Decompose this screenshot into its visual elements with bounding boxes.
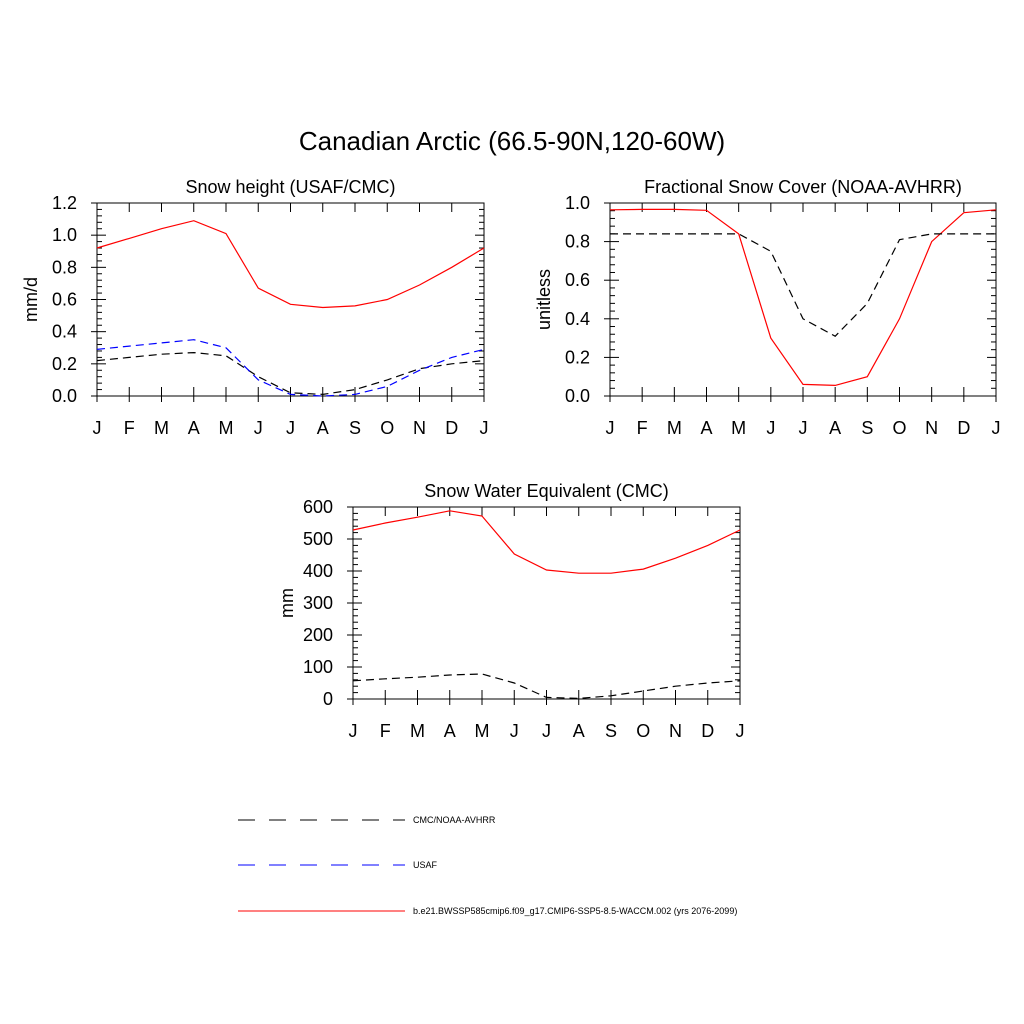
legend-label-usaf: USAF — [413, 860, 438, 870]
y-tick-label: 0.8 — [565, 232, 590, 252]
series-line-model — [609, 208, 997, 387]
y-tick-label: 1.2 — [52, 193, 77, 213]
series-line-model — [352, 510, 741, 574]
y-tick-label: 0.4 — [565, 309, 590, 329]
x-tick-label: S — [605, 721, 617, 741]
series-line-cmc — [610, 233, 996, 337]
x-tick-label: J — [254, 418, 263, 438]
y-tick-label: 0.0 — [565, 386, 590, 406]
y-tick-label: 0.2 — [565, 347, 590, 367]
y-tick-label: 0.0 — [52, 386, 77, 406]
series-line-usaf — [96, 339, 485, 397]
x-tick-label: M — [154, 418, 169, 438]
x-tick-label: N — [669, 721, 682, 741]
y-tick-label: 300 — [303, 593, 333, 613]
figure-title: Canadian Arctic (66.5-90N,120-60W) — [299, 126, 725, 156]
x-tick-label: F — [637, 418, 648, 438]
x-tick-label: J — [736, 721, 745, 741]
legend: CMC/NOAA-AVHRR USAF b.e21.BWSSP585cmip6.f0… — [238, 815, 737, 916]
y-axis-label: unitless — [534, 269, 554, 330]
panel-title: Snow Water Equivalent (CMC) — [424, 481, 668, 501]
x-tick-label: D — [701, 721, 714, 741]
x-tick-label: N — [925, 418, 938, 438]
x-tick-label: J — [606, 418, 615, 438]
legend-label-model: b.e21.BWSSP585cmip6.f09_g17.CMIP6-SSP5-8… — [413, 906, 737, 916]
x-tick-label: S — [349, 418, 361, 438]
x-tick-label: A — [700, 418, 712, 438]
x-tick-label: J — [766, 418, 775, 438]
y-axis-label: mm — [277, 588, 297, 618]
x-tick-label: D — [957, 418, 970, 438]
plot-frame — [609, 202, 997, 397]
x-tick-label: A — [573, 721, 585, 741]
x-tick-label: A — [829, 418, 841, 438]
y-tick-label: 0.6 — [565, 270, 590, 290]
y-tick-label: 0 — [323, 689, 333, 709]
x-tick-label: M — [475, 721, 490, 741]
y-tick-label: 0.2 — [52, 354, 77, 374]
x-tick-label: O — [892, 418, 906, 438]
x-tick-label: J — [992, 418, 1001, 438]
x-tick-label: S — [861, 418, 873, 438]
chart-panel-2: J F M A M J J A S O N D J0.00.20.40.60.81.0Fractiona… — [534, 177, 1001, 438]
y-tick-label: 0.4 — [52, 322, 77, 342]
x-tick-label: J — [542, 721, 551, 741]
y-tick-label: 200 — [303, 625, 333, 645]
x-tick-label: F — [124, 418, 135, 438]
x-tick-label: M — [410, 721, 425, 741]
panel-title: Snow height (USAF/CMC) — [185, 177, 395, 197]
y-tick-label: 0.6 — [52, 290, 77, 310]
y-tick-label: 1.0 — [52, 225, 77, 245]
x-tick-label: M — [219, 418, 234, 438]
x-tick-label: M — [731, 418, 746, 438]
y-tick-label: 100 — [303, 657, 333, 677]
plot-frame — [96, 202, 485, 397]
x-tick-label: J — [93, 418, 102, 438]
x-tick-label: J — [510, 721, 519, 741]
x-tick-label: J — [349, 721, 358, 741]
x-tick-label: M — [667, 418, 682, 438]
x-tick-label: A — [444, 721, 456, 741]
x-tick-label: O — [380, 418, 394, 438]
x-tick-label: D — [445, 418, 458, 438]
panel-title: Fractional Snow Cover (NOAA-AVHRR) — [644, 177, 962, 197]
series-line-cmc — [352, 673, 741, 700]
plot-frame — [352, 506, 741, 700]
y-axis-label: mm/d — [21, 277, 41, 322]
legend-label-cmc: CMC/NOAA-AVHRR — [413, 815, 496, 825]
x-tick-label: O — [636, 721, 650, 741]
y-tick-label: 1.0 — [565, 193, 590, 213]
x-tick-label: J — [480, 418, 489, 438]
y-tick-label: 400 — [303, 561, 333, 581]
x-tick-label: A — [188, 418, 200, 438]
x-tick-label: F — [380, 721, 391, 741]
series-line-model — [96, 220, 485, 309]
x-tick-label: J — [799, 418, 808, 438]
x-tick-label: N — [413, 418, 426, 438]
y-tick-label: 600 — [303, 497, 333, 517]
x-tick-label: A — [317, 418, 329, 438]
y-tick-label: 500 — [303, 529, 333, 549]
x-tick-label: J — [286, 418, 295, 438]
y-tick-label: 0.8 — [52, 257, 77, 277]
